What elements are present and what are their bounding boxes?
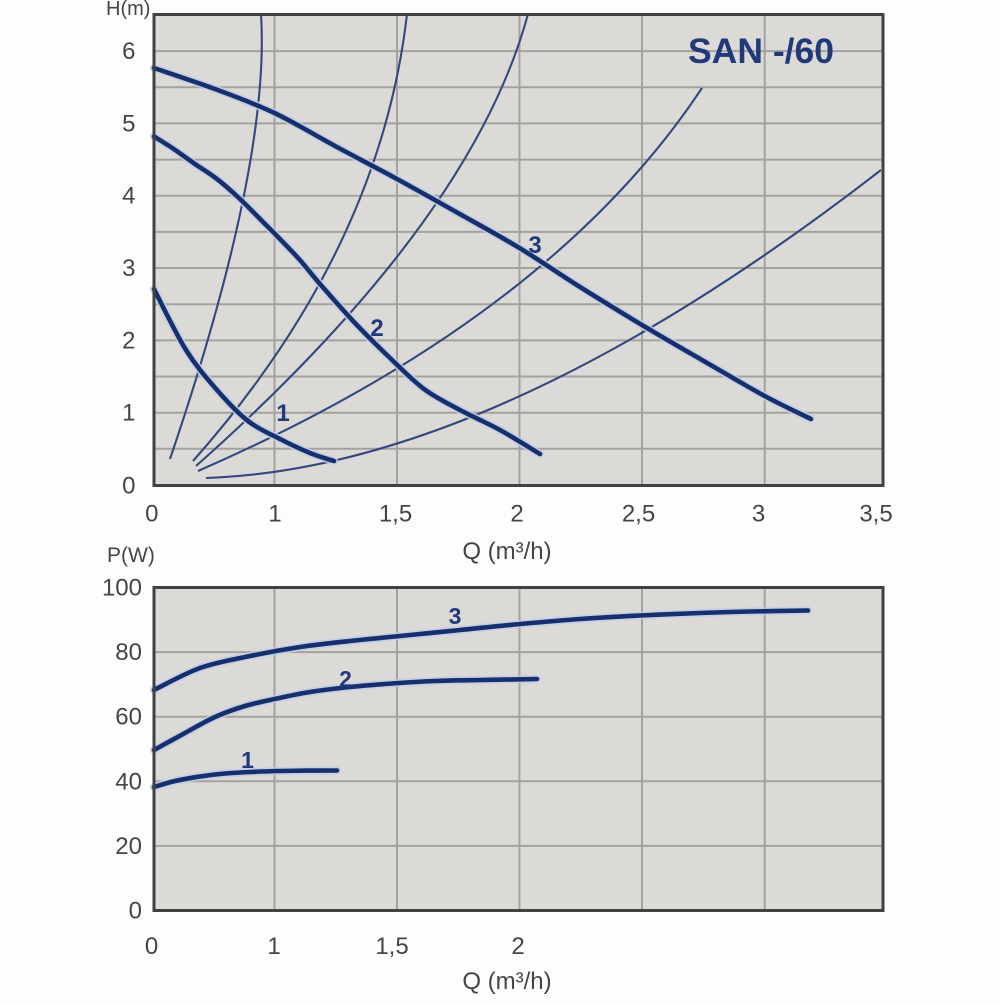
svg-text:3: 3 xyxy=(528,232,541,259)
svg-text:2: 2 xyxy=(510,501,523,528)
svg-text:1: 1 xyxy=(276,400,289,427)
svg-text:P(W): P(W) xyxy=(107,544,155,567)
svg-text:4: 4 xyxy=(122,183,135,210)
svg-text:5: 5 xyxy=(122,110,135,137)
svg-text:Q (m³/h): Q (m³/h) xyxy=(462,968,551,995)
svg-text:20: 20 xyxy=(115,833,142,860)
svg-text:3,5: 3,5 xyxy=(859,501,892,528)
svg-text:3: 3 xyxy=(752,501,765,528)
svg-text:80: 80 xyxy=(115,639,142,666)
svg-text:1: 1 xyxy=(268,501,281,528)
svg-text:0: 0 xyxy=(145,501,158,528)
svg-text:Q (m³/h): Q (m³/h) xyxy=(462,538,551,565)
svg-text:0: 0 xyxy=(129,898,142,925)
svg-text:2: 2 xyxy=(511,933,524,960)
svg-text:100: 100 xyxy=(102,575,142,602)
svg-text:2: 2 xyxy=(370,315,383,342)
svg-text:2: 2 xyxy=(122,327,135,354)
svg-text:0: 0 xyxy=(122,473,135,500)
svg-text:40: 40 xyxy=(115,768,142,795)
svg-text:60: 60 xyxy=(115,704,142,731)
svg-text:1: 1 xyxy=(241,747,254,773)
svg-text:2: 2 xyxy=(339,666,352,692)
svg-text:1,5: 1,5 xyxy=(379,501,412,528)
svg-text:0: 0 xyxy=(145,933,158,960)
svg-text:3: 3 xyxy=(449,603,462,629)
svg-text:H(m): H(m) xyxy=(106,0,150,20)
svg-text:2,5: 2,5 xyxy=(622,501,655,528)
svg-text:3: 3 xyxy=(122,255,135,282)
svg-text:6: 6 xyxy=(122,38,135,65)
svg-text:1,5: 1,5 xyxy=(375,933,408,960)
svg-text:SAN -/60: SAN -/60 xyxy=(688,31,834,71)
svg-text:1: 1 xyxy=(267,933,280,960)
svg-text:1: 1 xyxy=(122,400,135,427)
